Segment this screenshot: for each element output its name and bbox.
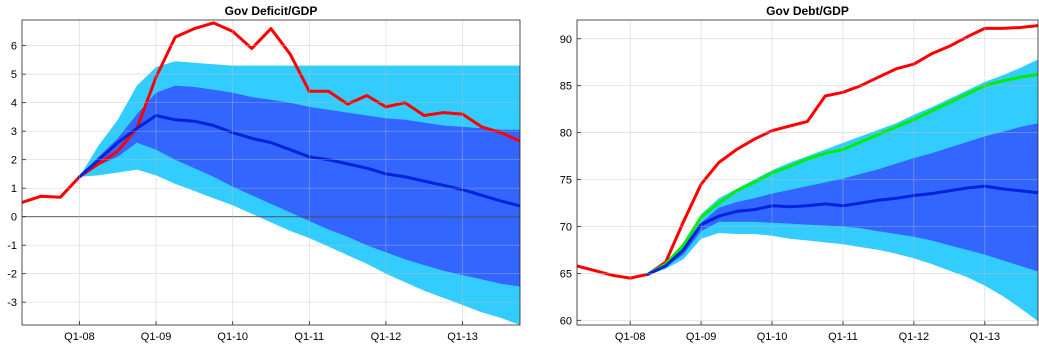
debt-y-tick-label: 60 [560,315,572,327]
deficit-x-tick-label: Q1-11 [294,331,324,343]
debt-y-tick-label: 70 [560,221,572,233]
deficit-y-tick-label: -2 [7,269,17,281]
deficit-x-tick-label: Q1-13 [447,331,478,343]
deficit-chart-title: Gov Deficit/GDP [225,4,318,18]
deficit-y-tick-label: -3 [7,297,17,309]
deficit-x-tick-label: Q1-10 [217,331,248,343]
deficit-x-tick-label: Q1-09 [141,331,172,343]
debt-chart-panel: Gov Debt/GDP Q1-08 Q1-09 Q1-10 Q1-11 Q1-12 Q1… [560,4,1038,343]
debt-y-tick-label: 90 [560,34,572,46]
deficit-y-tick-label: 4 [11,98,17,110]
deficit-y-tick-label: 1 [11,183,17,195]
debt-x-tick-label: Q1-11 [828,331,858,343]
debt-y-tick-label: 65 [560,268,572,280]
deficit-x-tick-label: Q1-08 [64,331,95,343]
debt-y-tick-label: 75 [560,175,572,187]
debt-x-tick-label: Q1-12 [899,331,930,343]
deficit-y-tick-label: 3 [11,126,17,138]
deficit-y-tick-label: 2 [11,155,17,167]
debt-x-tick-label: Q1-08 [615,331,646,343]
debt-x-tick-label: Q1-10 [757,331,788,343]
deficit-y-tick-label: 0 [11,212,17,224]
deficit-y-tick-label: -1 [7,240,17,252]
deficit-y-tick-label: 6 [11,41,17,53]
deficit-x-tick-label: Q1-12 [371,331,402,343]
debt-y-tick-label: 80 [560,128,572,140]
debt-x-tick-label: Q1-13 [970,331,1001,343]
debt-y-tick-label: 85 [560,81,572,93]
debt-x-tick-label: Q1-09 [686,331,717,343]
deficit-y-tick-label: 5 [11,69,17,81]
debt-chart-title: Gov Debt/GDP [766,4,849,18]
deficit-chart-panel: Gov Deficit/GDP Q1-08 Q1-09 Q1-10 Q1-11 Q1-1… [7,4,520,343]
